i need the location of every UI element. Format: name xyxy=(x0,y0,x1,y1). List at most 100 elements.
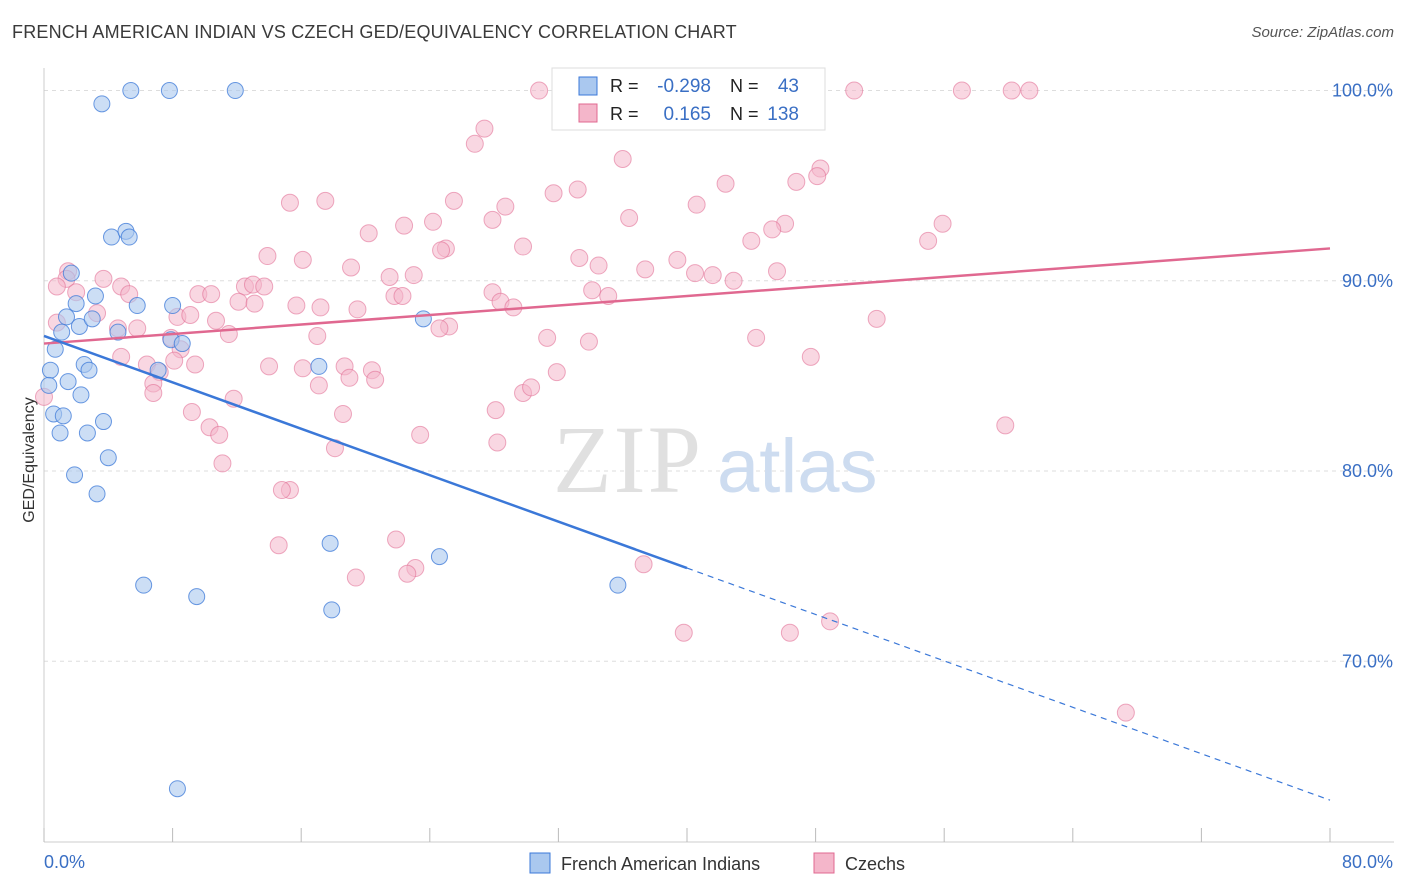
czechs-point xyxy=(260,357,279,376)
legend-swatch-blue xyxy=(529,852,551,874)
y-tick-label: 70.0% xyxy=(1342,651,1393,671)
czechs-point xyxy=(444,191,463,210)
czechs-point xyxy=(47,277,66,296)
czechs-point xyxy=(686,264,705,283)
czechs-point xyxy=(287,296,306,315)
czechs-point xyxy=(483,210,502,229)
y-tick-label: 80.0% xyxy=(1342,461,1393,481)
legend-label-blue: French American Indians xyxy=(561,854,760,874)
czechs-point xyxy=(747,328,766,347)
french-american-indians-point xyxy=(72,386,90,404)
chart-title: FRENCH AMERICAN INDIAN VS CZECH GED/EQUI… xyxy=(12,22,737,42)
czechs-point xyxy=(486,401,505,420)
czechs-point xyxy=(424,212,443,231)
czechs-point xyxy=(636,260,655,279)
french-american-indians-point xyxy=(54,407,72,425)
czechs-point xyxy=(1116,703,1135,722)
czechs-point xyxy=(393,287,412,305)
french-american-indians-point xyxy=(323,601,341,619)
czechs-point xyxy=(919,231,938,250)
czechs-point xyxy=(346,568,365,587)
czechs-point xyxy=(186,355,205,374)
czechs-point xyxy=(538,328,557,347)
tick-labels: 70.0% 80.0% 90.0% 100.0% 0.0% 80.0% xyxy=(44,81,1393,872)
czechs-point xyxy=(620,209,639,227)
stats-r-value-pink: 0.165 xyxy=(663,104,711,125)
czechs-point xyxy=(269,536,288,555)
stats-n-value-pink: 138 xyxy=(767,104,799,125)
stats-r-label-pink: R = xyxy=(610,104,639,124)
czechs-point xyxy=(821,612,840,631)
czechs-point xyxy=(544,184,563,203)
czechs-point xyxy=(293,250,312,269)
french-american-indians-point xyxy=(128,297,146,315)
czechs-point xyxy=(430,319,449,338)
y-tick-label: 100.0% xyxy=(1332,81,1393,101)
czechs-point xyxy=(1020,81,1039,100)
czechs-point xyxy=(787,172,806,191)
legend-swatch-pink xyxy=(813,852,835,874)
french-american-indians-point xyxy=(83,310,101,328)
czechs-point xyxy=(219,325,238,344)
czechs-point xyxy=(530,81,549,100)
french-american-indians-trend-extension xyxy=(686,567,1331,801)
czechs-point xyxy=(181,306,200,325)
stats-swatch-pink xyxy=(578,103,598,123)
french-american-indians-point xyxy=(66,466,84,484)
czechs-point xyxy=(144,384,163,403)
french-american-indians-point xyxy=(160,82,178,100)
french-american-indians-point xyxy=(59,373,77,391)
czechs-point xyxy=(348,300,367,319)
czechs-point xyxy=(342,258,361,277)
czechs-point xyxy=(742,231,761,250)
french-american-indians-point xyxy=(168,780,186,798)
czechs-point xyxy=(366,370,385,389)
czechs-point xyxy=(202,285,221,304)
czechs-point xyxy=(634,555,653,574)
czechs-point xyxy=(465,134,484,153)
czechs-point xyxy=(583,281,602,300)
czechs-point xyxy=(380,267,399,286)
czechs-point xyxy=(613,150,632,169)
watermark-zip: ZIP xyxy=(553,406,703,513)
french-american-indians-point xyxy=(188,588,206,606)
x-tick-label-max: 80.0% xyxy=(1342,852,1393,872)
czechs-point xyxy=(475,119,494,138)
french-american-indians-point xyxy=(109,323,127,341)
czechs-point xyxy=(210,425,229,444)
czechs-point xyxy=(432,241,451,260)
czechs-point xyxy=(387,530,406,549)
watermark: ZIP atlas xyxy=(553,406,878,513)
french-american-indians-point xyxy=(414,310,432,328)
french-american-indians-point xyxy=(430,548,448,566)
czechs-point xyxy=(547,363,566,382)
french-american-indians-point xyxy=(40,376,58,394)
czechs-point xyxy=(1002,81,1021,100)
czechs-point xyxy=(395,216,414,235)
czechs-point xyxy=(311,298,330,317)
french-american-indians-point xyxy=(58,308,76,326)
stats-swatch-blue xyxy=(578,76,598,96)
trend-lines xyxy=(43,247,1331,801)
french-american-indians-point xyxy=(99,449,117,467)
czechs-point xyxy=(570,248,589,267)
czechs-point xyxy=(316,191,335,210)
czechs-point xyxy=(589,256,608,275)
czechs-point xyxy=(599,287,618,305)
x-tick-label-min: 0.0% xyxy=(44,852,85,872)
czechs-point xyxy=(258,247,277,266)
czechs-point xyxy=(845,81,864,100)
czechs-point xyxy=(522,378,541,397)
french-american-indians-trend-line xyxy=(43,334,688,570)
french-american-indians-point xyxy=(310,357,328,375)
czechs-point xyxy=(668,250,687,269)
czechs-point xyxy=(182,403,201,422)
french-american-indians-point xyxy=(609,576,627,594)
czechs-trend-line xyxy=(43,247,1331,345)
french-american-indians-point xyxy=(103,228,121,246)
czechs-point xyxy=(716,174,735,193)
czechs-point xyxy=(687,195,706,214)
czechs-point xyxy=(801,347,820,366)
czechs-point xyxy=(272,481,291,500)
